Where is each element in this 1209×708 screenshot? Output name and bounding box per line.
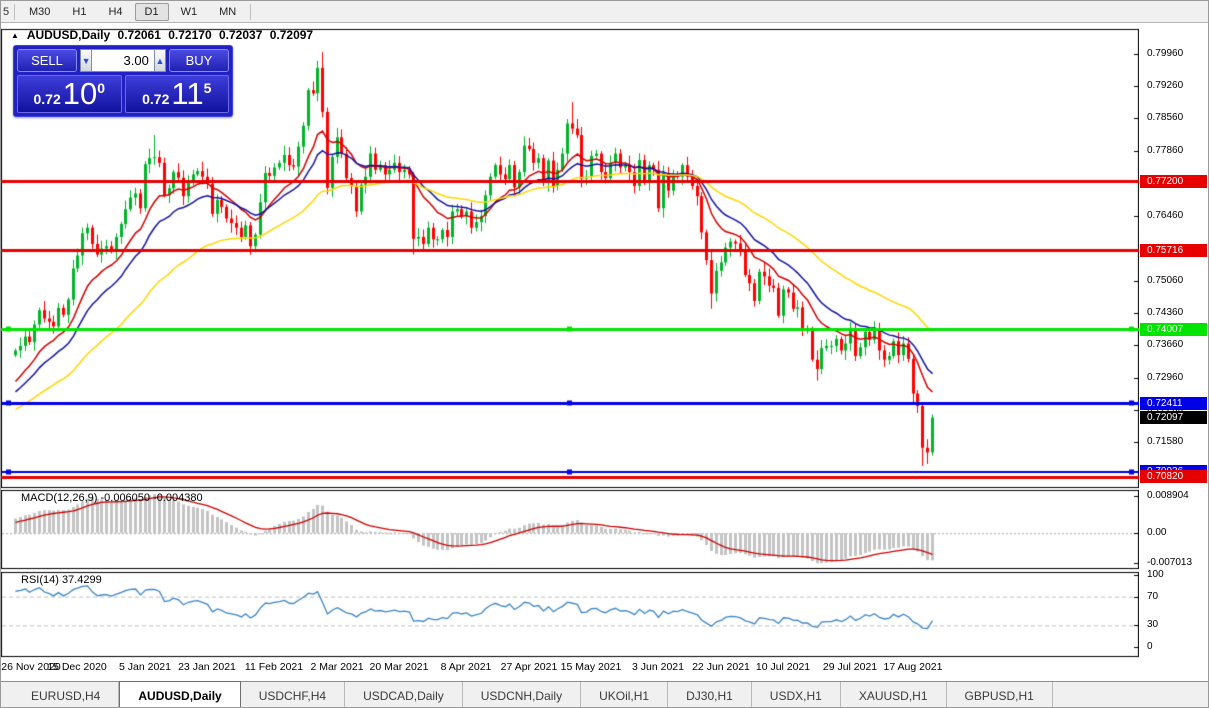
chart-tab-dj30[interactable]: DJ30,H1: [668, 682, 752, 707]
axis-tick-label: 0.78560: [1147, 112, 1184, 124]
chart-tab-gbpusd[interactable]: GBPUSD,H1: [947, 682, 1053, 707]
macd-name: MACD(12,26,9): [21, 492, 98, 504]
sell-price-prefix: 0.72: [33, 91, 61, 107]
axis-tick-label: 30: [1147, 619, 1159, 631]
date-tick-label: 11 Feb 2021: [244, 661, 304, 673]
date-tick-label: 20 Mar 2021: [369, 661, 429, 673]
chart-workspace: ▲ AUDUSD,Daily 0.72061 0.72170 0.72037 0…: [1, 23, 1208, 681]
buy-button[interactable]: BUY: [169, 49, 229, 72]
chart-tab-xauusd[interactable]: XAUUSD,H1: [841, 682, 947, 707]
date-axis: 26 Nov 2020 15 Dec 2020 5 Jan 2021 23 Jan 2…: [1, 661, 1139, 677]
date-tick-label: 17 Aug 2021: [883, 661, 943, 673]
collapse-panel-icon[interactable]: ▲: [11, 31, 19, 40]
axis-tick-label: 0.00: [1147, 527, 1167, 539]
date-tick-label: 29 Jul 2021: [822, 661, 878, 673]
chart-tab-ukoil[interactable]: UKOil,H1: [581, 682, 669, 707]
axis-tick-label: 0.73660: [1147, 339, 1184, 351]
chart-canvas[interactable]: [1, 23, 1139, 681]
date-tick-label: 5 Jan 2021: [119, 661, 171, 673]
date-tick-label: 23 Jan 2021: [178, 661, 236, 673]
date-tick-label: 2 Mar 2021: [310, 661, 364, 673]
sell-price-button[interactable]: 0.72 10 0: [17, 75, 122, 113]
one-click-trading-panel: SELL ▼ ▲ BUY 0.72 10 0 0.72 11 5: [13, 45, 233, 117]
buy-price-sup: 5: [203, 80, 212, 96]
timeframe-button-mn[interactable]: MN: [219, 5, 237, 18]
volume-stepper: ▼ ▲: [80, 49, 166, 72]
rsi-name: RSI(14): [21, 574, 59, 586]
ohlc-high: 0.72170: [168, 28, 212, 42]
buy-price-big: 11: [171, 76, 204, 111]
chart-symbol-label: AUDUSD,Daily: [26, 28, 111, 42]
axis-tick-label: 0.008904: [1147, 489, 1189, 501]
rsi-value: 37.4299: [61, 574, 102, 586]
axis-tick-label: 0.74360: [1147, 306, 1184, 318]
macd-values: -0.006050 -0.004380: [100, 492, 203, 504]
toolbar-separator: [14, 3, 15, 20]
sell-price-big: 10: [62, 76, 98, 111]
axis-tick-label: 70: [1147, 590, 1159, 602]
axis-tick-label: 0: [1147, 641, 1153, 652]
timeframe-button-h1[interactable]: H1: [72, 5, 87, 18]
date-tick-label: 22 Jun 2021: [692, 661, 750, 673]
buy-price-prefix: 0.72: [142, 91, 170, 107]
chart-tab-usdx[interactable]: USDX,H1: [752, 682, 841, 707]
axis-tick-label: 0.76460: [1147, 209, 1184, 221]
axis-tick-label: 0.79960: [1147, 47, 1184, 59]
axis-tick-label: 0.72960: [1147, 371, 1184, 383]
ohlc-low: 0.72037: [218, 28, 263, 42]
volume-input[interactable]: [92, 49, 154, 72]
timeframe-toolbar: 5 M30 H1 H4 D1 W1 MN: [1, 1, 1208, 23]
price-line-badge: 0.72097: [1140, 411, 1207, 425]
chart-tab-usdcnh[interactable]: USDCNH,Daily: [463, 682, 582, 707]
axis-tick-label: 0.79260: [1147, 79, 1184, 91]
timeframe-button-partial[interactable]: 5: [3, 5, 10, 18]
date-tick-label: 27 Apr 2021: [500, 661, 558, 673]
buy-price-button[interactable]: 0.72 11 5: [124, 75, 229, 113]
date-tick-label: 15 May 2021: [560, 661, 622, 673]
rsi-indicator-label: RSI(14) 37.4299: [21, 574, 102, 586]
axis-tick-label: -0.007013: [1147, 556, 1193, 568]
timeframe-button-d1[interactable]: D1: [134, 2, 169, 21]
date-tick-label: 3 Jun 2021: [632, 661, 684, 673]
axis-tick-label: 0.71580: [1147, 435, 1184, 447]
date-tick-label: 15 Dec 2020: [47, 661, 107, 673]
timeframe-button-w1[interactable]: W1: [180, 5, 198, 18]
date-tick-label: 26 Nov 2020: [1, 661, 61, 673]
date-tick-label: 8 Apr 2021: [440, 661, 492, 673]
sell-price-sup: 0: [97, 80, 106, 96]
ohlc-open: 0.72061: [117, 28, 161, 42]
timeframe-button-h4[interactable]: H4: [108, 5, 123, 18]
chart-title: ▲ AUDUSD,Daily 0.72061 0.72170 0.72037 0…: [11, 28, 317, 42]
price-line-badge: 0.74007: [1140, 322, 1207, 336]
axis-tick-label: 0.72260: [1147, 404, 1184, 416]
price-axis[interactable]: 0.79960 0.79260 0.78560 0.77860 0.76460 0.750…: [1139, 23, 1208, 681]
ohlc-close: 0.72097: [269, 28, 314, 42]
axis-tick-label: 0.77860: [1147, 144, 1184, 156]
axis-tick-label: 100: [1147, 569, 1164, 580]
chart-tab-eurusd[interactable]: EURUSD,H4: [13, 682, 120, 707]
price-line-badge: 0.72411: [1140, 396, 1207, 410]
volume-decrease-icon[interactable]: ▼: [80, 49, 93, 72]
volume-increase-icon[interactable]: ▲: [153, 49, 166, 72]
macd-indicator-label: MACD(12,26,9) -0.006050 -0.004380: [21, 492, 203, 504]
timeframe-button-m30[interactable]: M30: [29, 5, 51, 18]
chart-tab-bar: EURUSD,H4 AUDUSD,Daily USDCHF,H4 USDCAD,Dai…: [1, 681, 1208, 707]
date-tick-label: 10 Jul 2021: [755, 661, 811, 673]
price-line-badge: 0.75716: [1140, 243, 1207, 257]
price-line-badge: 0.77200: [1140, 174, 1207, 188]
chart-tab-audusd[interactable]: AUDUSD,Daily: [119, 681, 241, 707]
chart-tab-usdchf[interactable]: USDCHF,H4: [241, 682, 346, 707]
price-line-badge: 0.70820: [1140, 470, 1207, 484]
sell-button[interactable]: SELL: [17, 49, 77, 72]
toolbar-separator: [250, 3, 252, 20]
chart-tab-usdcad[interactable]: USDCAD,Daily: [345, 682, 463, 707]
axis-tick-label: 0.75060: [1147, 274, 1184, 286]
